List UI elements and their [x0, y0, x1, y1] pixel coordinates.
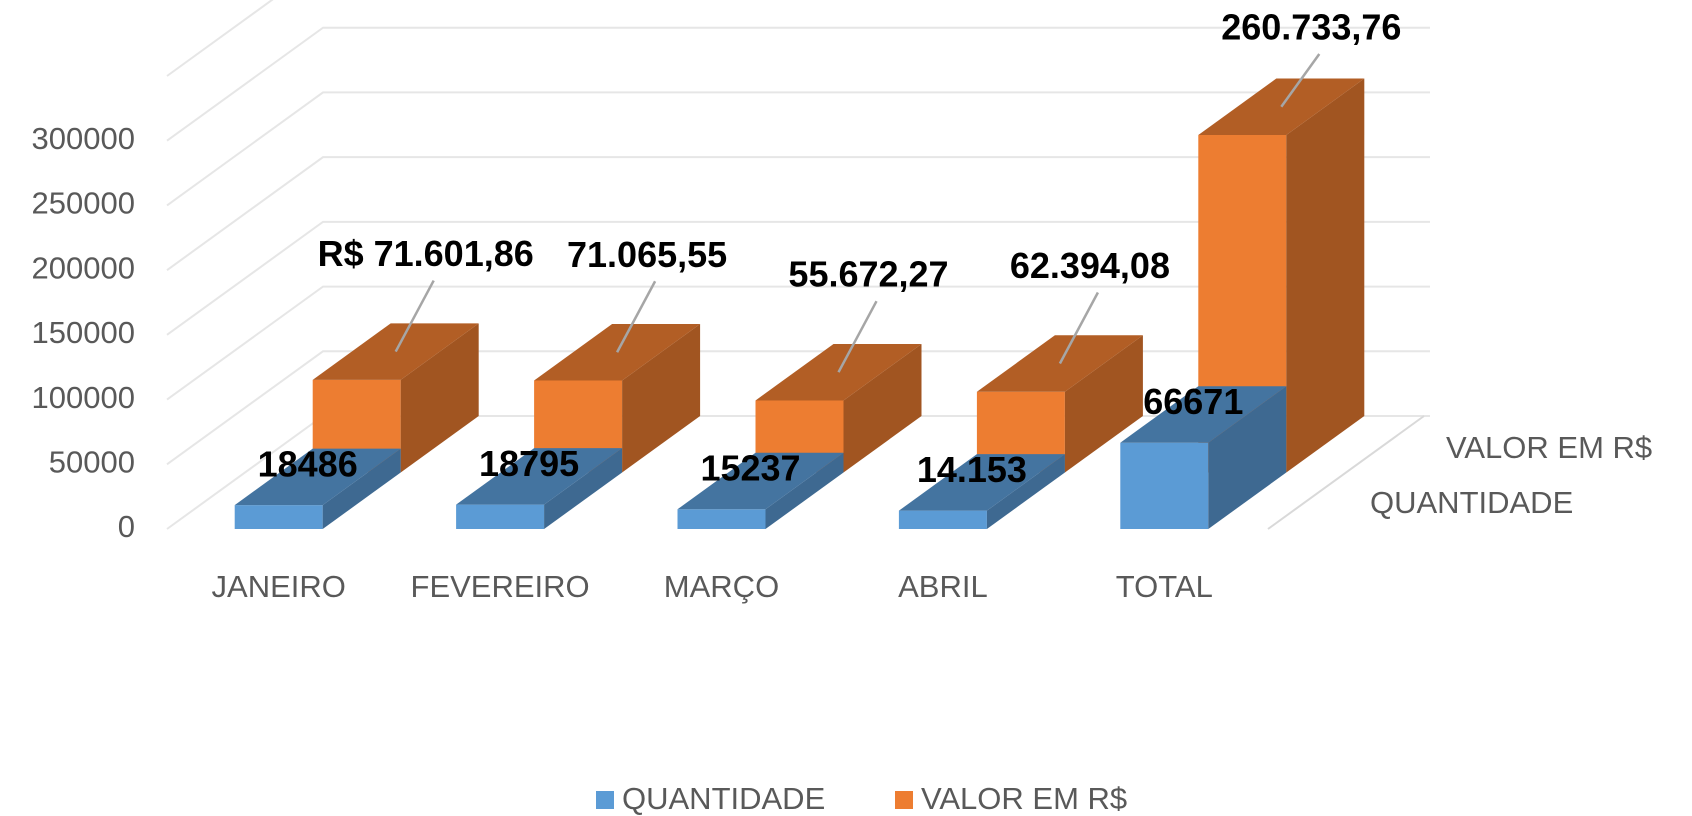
depth-label: QUANTIDADE: [1370, 485, 1573, 520]
data-label: 62.394,08: [1010, 245, 1170, 286]
leader-line: [615, 280, 657, 353]
bar-top: [898, 454, 1065, 511]
x-tick-label: FEVEREIRO: [411, 569, 590, 604]
bar-side: [622, 324, 701, 473]
bar-front: [456, 504, 545, 529]
bar-front: [677, 509, 766, 529]
bar-3d: [1120, 386, 1287, 529]
y-tick-label: 300000: [32, 121, 135, 156]
grid-line: [166, 91, 1430, 207]
data-label: 55.672,27: [788, 254, 948, 295]
grid-line: [166, 156, 1430, 271]
bar-top: [1120, 386, 1287, 443]
bar-side: [1208, 386, 1287, 529]
legend-swatch: [895, 791, 913, 809]
data-label: 66671: [1143, 381, 1243, 422]
depth-label: VALOR EM R$: [1446, 430, 1652, 465]
bar-side: [544, 448, 623, 529]
legend-label: QUANTIDADE: [622, 781, 825, 816]
bar-top: [456, 448, 623, 505]
grid-line: [166, 285, 1430, 401]
data-label: 260.733,76: [1221, 7, 1401, 48]
data-label: 15237: [700, 448, 800, 489]
bar-top: [1198, 78, 1365, 136]
bar-top: [234, 448, 401, 506]
data-label: 14.153: [917, 449, 1027, 490]
legend-swatch: [596, 791, 614, 809]
bar-side: [765, 452, 844, 529]
grid-frame: [166, 0, 274, 77]
bar-side: [843, 343, 922, 473]
bar-3d: [898, 454, 1065, 529]
bar-side: [400, 323, 479, 473]
data-label: R$ 71.601,86: [318, 233, 534, 274]
bar-front: [898, 510, 987, 529]
y-tick-label: 200000: [32, 250, 135, 285]
data-label: 71.065,55: [567, 234, 727, 275]
y-tick-label: 100000: [32, 380, 135, 415]
leader-line: [1280, 53, 1321, 108]
leader-line: [1058, 291, 1100, 365]
bar-side: [322, 448, 401, 529]
y-tick-label: 50000: [49, 444, 135, 479]
bar-3d: [456, 448, 623, 529]
grid-line: [166, 26, 1430, 142]
bar-side: [1064, 335, 1143, 473]
data-label: 18486: [258, 443, 358, 484]
bar-side: [1286, 78, 1365, 473]
y-tick-label: 150000: [32, 315, 135, 350]
leader-line: [394, 279, 435, 353]
bar-3d: [976, 335, 1143, 473]
x-tick-label: JANEIRO: [212, 569, 346, 604]
floor-edge: [1267, 415, 1425, 530]
grid-line: [166, 220, 1430, 336]
y-tick-label: 0: [118, 509, 135, 544]
y-tick-label: 250000: [32, 186, 135, 221]
legend-label: VALOR EM R$: [921, 781, 1127, 816]
leader-line: [837, 300, 878, 373]
bar-side: [986, 454, 1065, 529]
bar-front: [976, 391, 1065, 473]
bar-3d: [677, 452, 844, 529]
data-label: 18795: [479, 443, 579, 484]
bar-top: [677, 452, 844, 510]
bar-3d: [234, 448, 401, 529]
bar-front: [1120, 442, 1209, 529]
bar-front: [234, 505, 323, 529]
x-tick-label: ABRIL: [898, 569, 988, 604]
x-tick-label: TOTAL: [1116, 569, 1213, 604]
x-tick-label: MARÇO: [664, 569, 779, 604]
